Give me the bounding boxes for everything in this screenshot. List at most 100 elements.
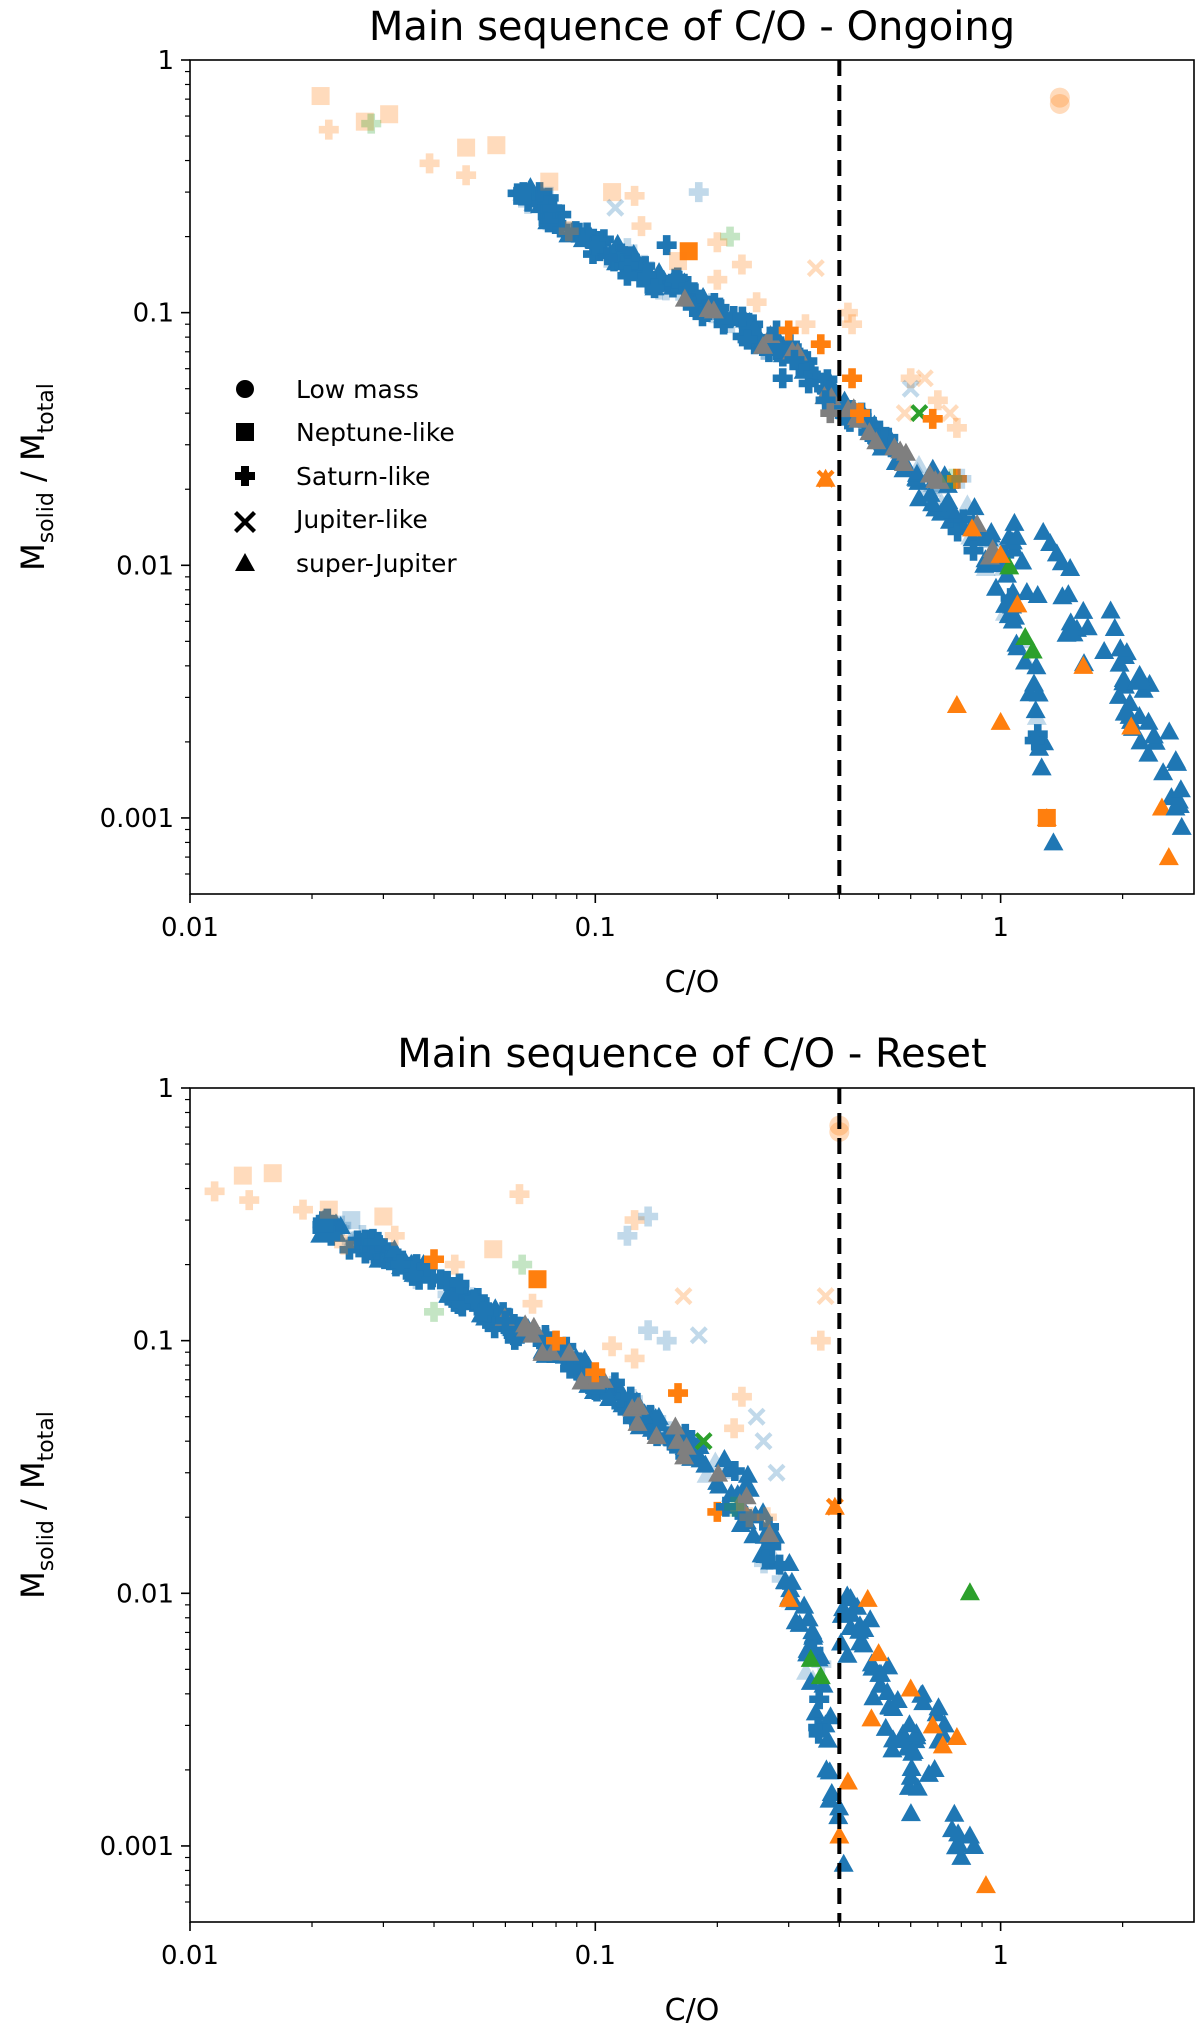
scatter-point-sequence — [953, 509, 974, 530]
scatter-point-sequence — [602, 245, 623, 266]
scatter-point — [361, 113, 382, 134]
scatter-point-overlap — [676, 1436, 697, 1455]
scatter-point-sequence — [794, 1595, 815, 1614]
scatter-point-sequence — [878, 427, 899, 448]
chart-title-reset: Main sequence of C/O - Reset — [397, 1031, 986, 1077]
scatter-point — [694, 1432, 713, 1451]
legend-item-jupiter-like: Jupiter-like — [234, 505, 428, 534]
scatter-point — [724, 1418, 745, 1439]
scatter-point — [731, 1386, 752, 1407]
scatter-point-branch — [841, 1603, 862, 1622]
scatter-point-sequence — [537, 1335, 558, 1356]
scatter-point — [342, 1211, 361, 1230]
scatter-point-overlap — [665, 1416, 686, 1435]
scatter-point-overlap — [629, 1396, 650, 1415]
scatter-point — [746, 292, 767, 313]
scatter-point — [754, 1432, 773, 1451]
scatter-point-sequence — [1006, 633, 1027, 652]
scatter-point — [374, 1207, 393, 1226]
scatter-point — [900, 368, 921, 389]
scatter-point — [263, 1164, 282, 1183]
scatter-point-sequence — [837, 409, 858, 430]
scatter-point-sequence — [805, 1702, 826, 1721]
scatter-point-sequence — [816, 1759, 837, 1778]
scatter-point — [424, 1301, 445, 1322]
scatter-point — [315, 1214, 334, 1233]
x-tick-label: 0.01 — [161, 1941, 219, 1971]
x-tick-label: 1 — [992, 1941, 1009, 1971]
scatter-point-branch — [861, 1653, 882, 1672]
scatter-point-sequence — [775, 1571, 796, 1590]
scatter-point-overlap — [759, 1524, 780, 1543]
scatter-point-sequence — [449, 1273, 470, 1294]
ylabel-ongoing-main: M — [14, 543, 52, 571]
scatter-point-sequence — [802, 1621, 823, 1640]
scatter-point-sequence — [768, 338, 789, 359]
scatter-point — [522, 1293, 543, 1314]
scatter-point-sequence — [1024, 730, 1045, 751]
scatter-point-sequence — [358, 1238, 379, 1259]
scatter-point — [990, 544, 1011, 563]
scatter-point-sequence — [321, 1225, 342, 1246]
scatter-point-sequence — [661, 1430, 682, 1451]
scatter-point-branch — [944, 1803, 965, 1822]
scatter-point-branch — [912, 1683, 933, 1702]
x-tick-label: 0.1 — [575, 1941, 616, 1971]
scatter-point-sequence — [753, 1502, 774, 1521]
scatter-point-branch — [1143, 725, 1164, 744]
scatter-point-branch — [1063, 623, 1084, 642]
scatter-point — [837, 1771, 858, 1790]
scatter-point-sequence — [564, 222, 585, 243]
scatter-point-sequence — [828, 398, 849, 419]
scatter-point-sequence — [821, 1782, 842, 1801]
scatter-point — [810, 1330, 831, 1351]
scatter-point — [1007, 594, 1028, 613]
scatter-point-sequence — [339, 1239, 360, 1260]
scatter-point-sequence — [599, 1387, 620, 1406]
xlabel-reset: C/O — [665, 1993, 720, 2028]
scatter-point — [597, 247, 618, 268]
x-tick-label: 1 — [992, 913, 1009, 943]
scatter-point-sequence — [779, 1553, 800, 1572]
scatter-point — [900, 1678, 921, 1697]
y-tick-label: 1 — [157, 1074, 174, 1104]
scatter-point-branch — [1138, 743, 1159, 762]
scatter-point — [624, 1210, 645, 1231]
scatter-point-sequence — [675, 1423, 696, 1444]
scatter-point-sequence — [817, 369, 838, 390]
scatter-point-overlap — [571, 1371, 592, 1390]
scatter-point — [946, 1726, 967, 1745]
scatter-point — [815, 390, 836, 411]
scatter-point-overlap — [929, 470, 950, 489]
scatter-point-sequence — [620, 1386, 641, 1407]
scatter-point — [901, 379, 920, 398]
scatter-point-sequence — [438, 1283, 459, 1302]
scatter-point — [810, 334, 831, 355]
scatter-point-branch — [1004, 512, 1025, 531]
scatter-point-overlap — [919, 464, 940, 483]
scatter-point-branch — [913, 1692, 934, 1711]
scatter-point — [720, 226, 741, 247]
scatter-point-sequence — [464, 1289, 485, 1310]
scatter-point — [1049, 93, 1070, 114]
scatter-point-sequence — [504, 1329, 525, 1350]
scatter-point — [495, 1310, 516, 1331]
scatter-point-sequence — [529, 182, 550, 203]
scatter-point-branch — [837, 1644, 858, 1663]
scatter-point-overlap — [646, 1425, 667, 1444]
scatter-point — [362, 1245, 381, 1264]
scatter-marks-ongoing — [311, 87, 1192, 866]
scatter-point-branch — [1033, 521, 1054, 540]
scatter-point — [806, 259, 825, 278]
scatter-point-sequence — [535, 1324, 556, 1345]
scatter-point — [334, 1234, 355, 1255]
plus-icon — [235, 466, 255, 486]
scatter-point — [644, 278, 665, 299]
scatter-point — [311, 87, 330, 106]
scatter-point-branch — [902, 1742, 923, 1761]
scatter-point-sequence — [909, 454, 930, 473]
scatter-point-sequence — [769, 1554, 790, 1575]
ylabel-reset-sub1: solid — [34, 1520, 59, 1571]
scatter-point-sequence — [947, 521, 968, 542]
scatter-point-sequence — [737, 329, 758, 350]
